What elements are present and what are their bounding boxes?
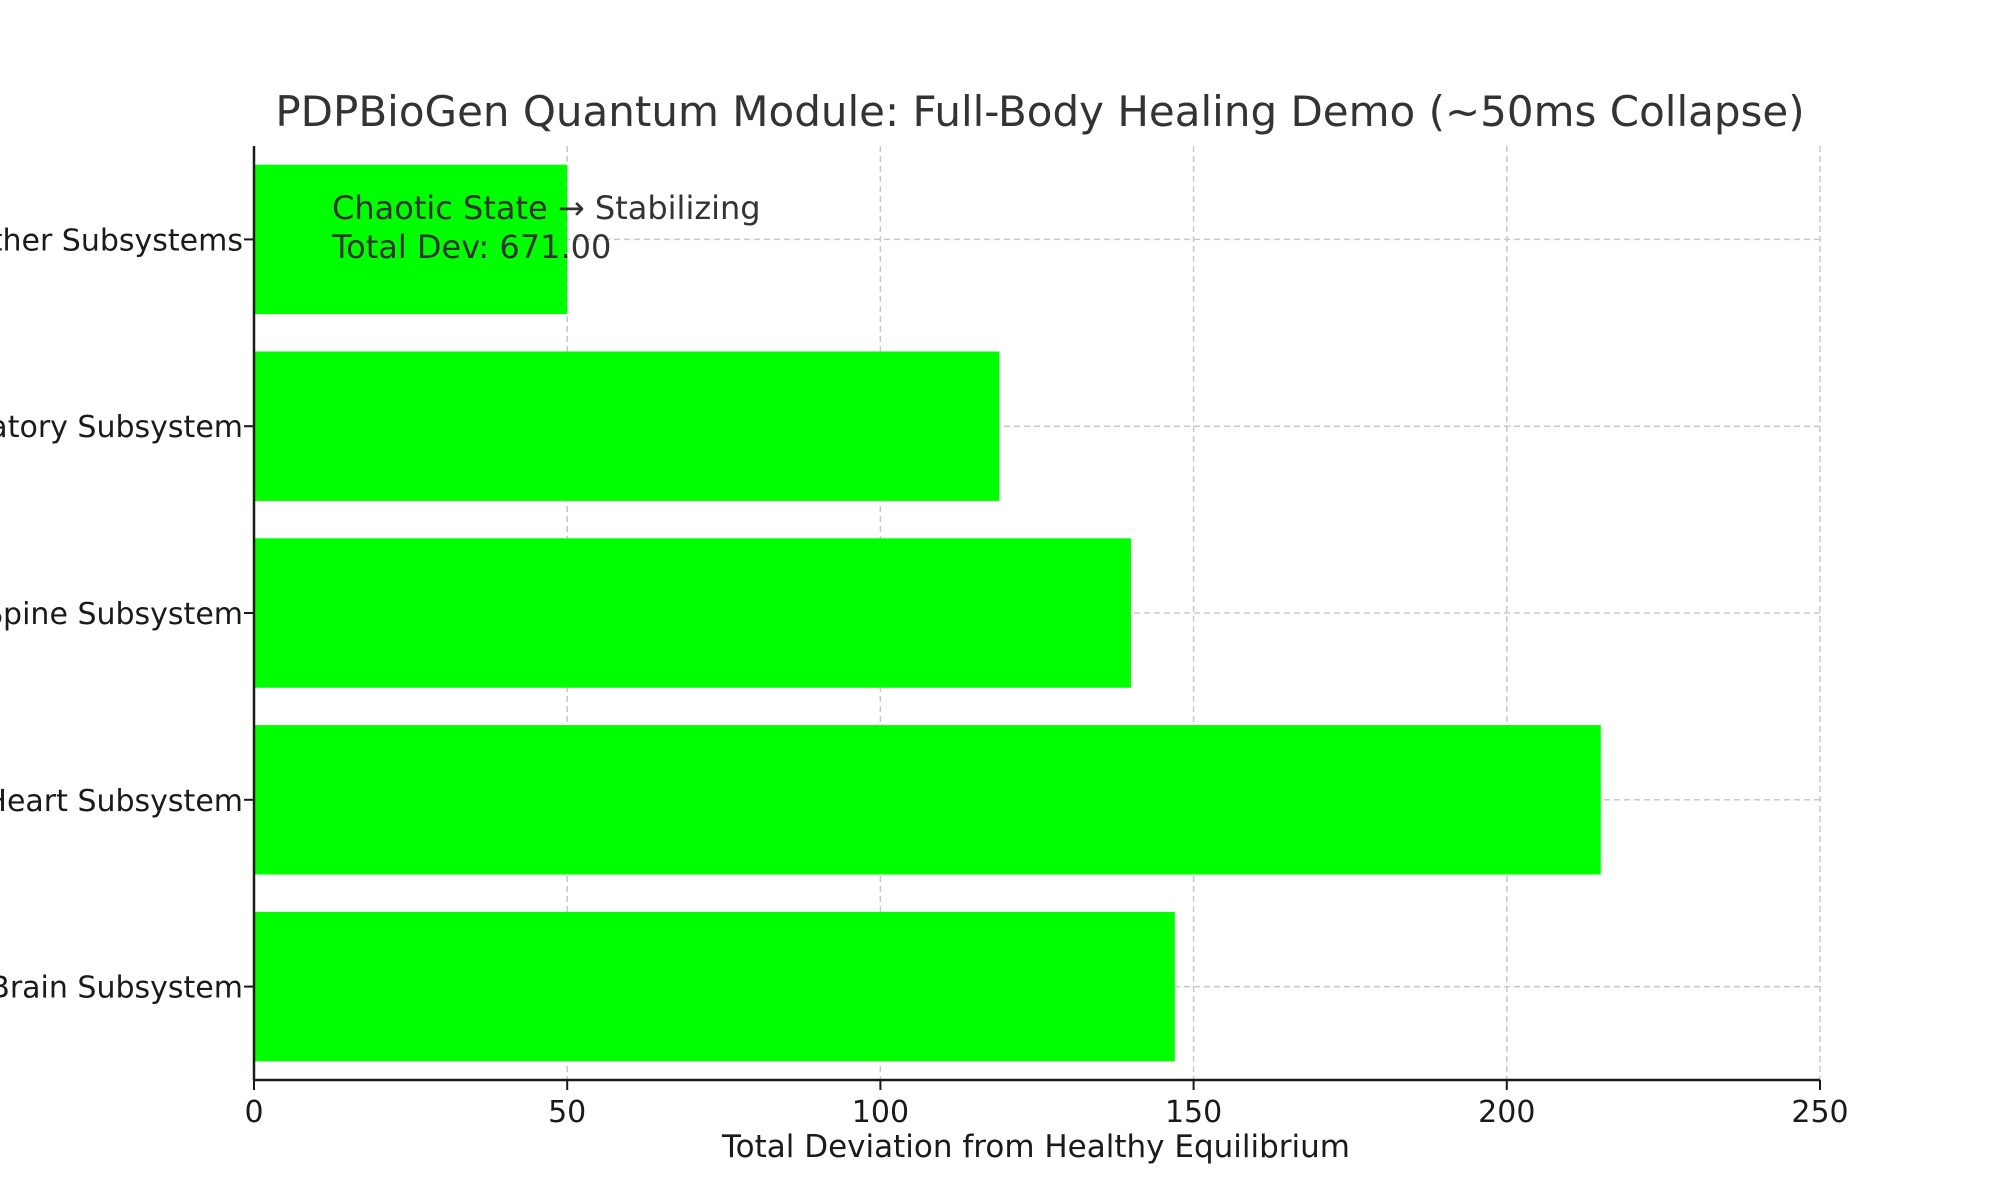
bar-0	[254, 911, 1175, 1062]
x-ticks: 0 50 100 150 200 250	[244, 1080, 1849, 1130]
x-tick-label-2: 100	[852, 1095, 909, 1130]
y-tick-label-3: Respiratory Subsystem	[0, 410, 243, 445]
bar-2	[254, 538, 1131, 688]
y-tick-label-2: Spine Subsystem	[0, 597, 243, 632]
annotation-state: Chaotic State → Stabilizing	[332, 189, 761, 227]
bar-3	[254, 351, 1000, 501]
x-tick-label-5: 250	[1791, 1095, 1848, 1130]
x-axis-label: Total Deviation from Healthy Equilibrium	[721, 1129, 1350, 1165]
bar-1	[254, 725, 1601, 875]
chart-title: PDPBioGen Quantum Module: Full-Body Heal…	[275, 87, 1804, 136]
x-tick-label-0: 0	[244, 1095, 263, 1130]
bars	[254, 164, 1601, 1062]
bar-4	[254, 164, 568, 315]
x-tick-label-3: 150	[1165, 1095, 1222, 1130]
y-ticks: Brain Subsystem Heart Subsystem Spine Subs…	[0, 223, 254, 1006]
y-tick-label-4: Other Subsystems	[0, 223, 243, 258]
y-tick-label-1: Heart Subsystem	[0, 784, 243, 819]
annotation-total: Total Dev: 671.00	[331, 228, 611, 266]
y-tick-label-0: Brain Subsystem	[0, 971, 243, 1006]
x-tick-label-4: 200	[1478, 1095, 1535, 1130]
x-tick-label-1: 50	[548, 1095, 586, 1130]
